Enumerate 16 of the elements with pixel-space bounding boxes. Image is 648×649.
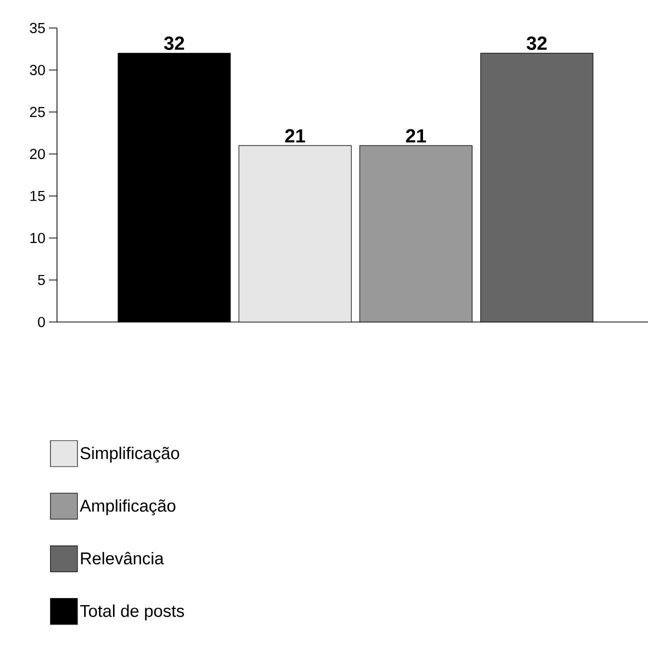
data-label: 21 [285, 129, 306, 142]
y-tick-label: 10 [30, 232, 45, 244]
y-tick-label: 15 [30, 190, 45, 202]
legend-label: Relevância [81, 552, 164, 564]
data-label: 21 [406, 129, 426, 142]
y-tick-label: 5 [38, 274, 45, 286]
y-tick-label: 0 [38, 316, 45, 328]
legend-label: Total de posts [80, 604, 184, 620]
legend-label: Amplificação [80, 499, 176, 516]
legend-label: Simplificação [80, 446, 180, 463]
y-tick-label: 30 [30, 64, 45, 76]
data-label: 32 [164, 36, 184, 50]
y-tick-label: 35 [30, 22, 45, 34]
data-label: 32 [526, 36, 547, 50]
y-tick-label: 25 [30, 106, 45, 118]
y-tick-label: 20 [30, 148, 45, 160]
